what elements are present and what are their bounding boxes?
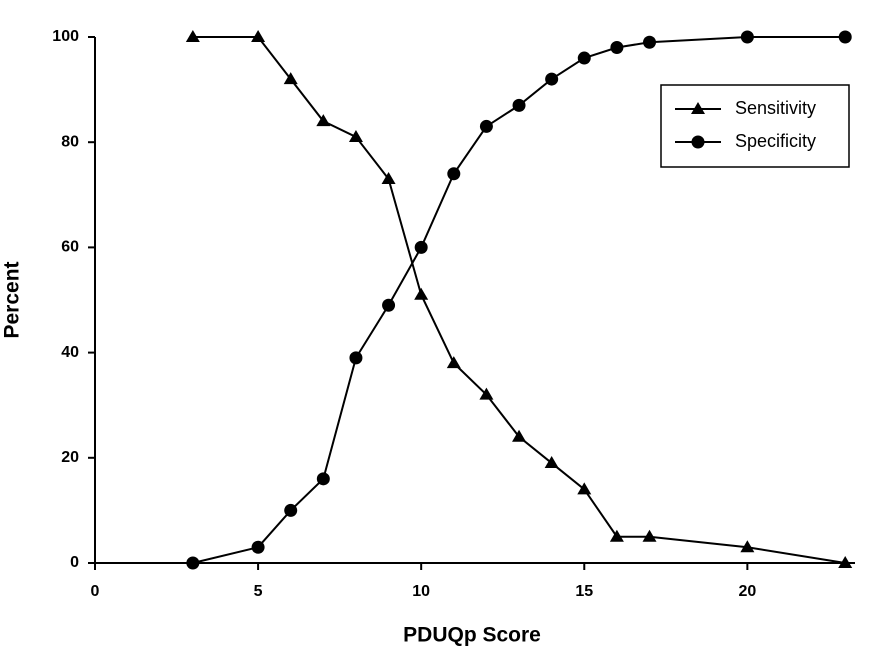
triangle-marker (577, 482, 592, 495)
circle-marker (740, 30, 754, 44)
legend-label: Sensitivity (735, 98, 816, 118)
triangle-marker (740, 540, 755, 553)
circle-marker (643, 35, 657, 49)
triangle-marker (348, 129, 363, 142)
series-line (192, 36, 846, 564)
y-tick-label: 100 (52, 28, 79, 45)
y-tick-label: 60 (61, 239, 79, 256)
circle-marker (284, 503, 298, 517)
circle-marker (414, 240, 428, 254)
triangle-marker (609, 529, 624, 542)
triangle-marker (381, 172, 396, 185)
triangle-marker (283, 72, 298, 85)
circle-marker (577, 51, 591, 65)
x-tick-label: 5 (254, 583, 263, 600)
triangle-marker (838, 556, 853, 568)
triangle-marker (185, 30, 200, 42)
triangle-marker (512, 429, 527, 442)
triangle-marker (642, 529, 657, 542)
circle-marker (349, 351, 363, 365)
triangle-marker (479, 387, 494, 400)
triangle-marker (691, 102, 705, 114)
circle-marker (838, 30, 852, 44)
x-tick-label: 10 (412, 583, 430, 600)
y-tick-label: 0 (70, 554, 79, 571)
circle-marker (691, 135, 705, 149)
legend-label: Specificity (735, 131, 816, 151)
circle-marker (447, 167, 461, 181)
circle-marker (512, 98, 526, 112)
circle-marker (186, 556, 200, 570)
circle-marker (251, 540, 265, 554)
triangle-marker (316, 114, 331, 127)
triangle-marker (446, 356, 461, 369)
circle-marker (545, 72, 559, 86)
circle-marker (316, 472, 330, 486)
circle-marker (382, 298, 396, 312)
series-line (192, 36, 846, 564)
legend-box (660, 84, 850, 168)
y-tick-label: 20 (61, 449, 79, 466)
triangle-marker (544, 456, 559, 469)
x-axis-label: PDUQp Score (403, 624, 541, 647)
circle-marker (610, 41, 624, 55)
y-axis-label: Percent (1, 261, 24, 338)
x-tick-label: 0 (91, 583, 100, 600)
x-tick-label: 20 (738, 583, 756, 600)
y-tick-label: 40 (61, 344, 79, 361)
y-tick-label: 80 (61, 133, 79, 150)
circle-marker (479, 119, 493, 133)
triangle-marker (251, 30, 266, 42)
triangle-marker (414, 287, 429, 300)
x-tick-label: 15 (575, 583, 593, 600)
